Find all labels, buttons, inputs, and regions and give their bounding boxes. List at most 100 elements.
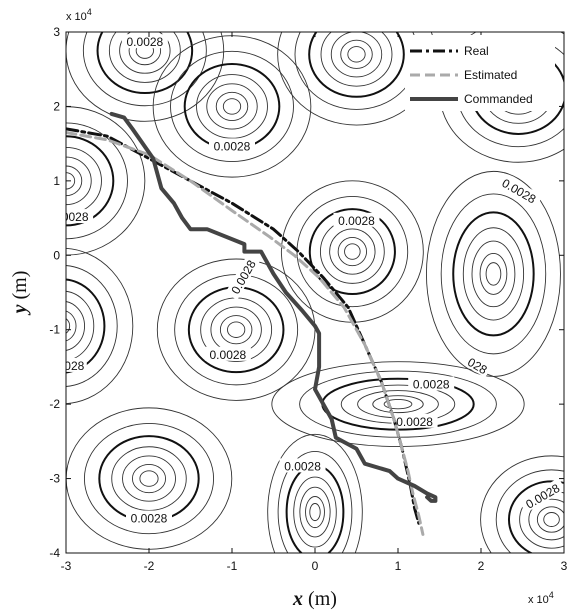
contour-label: 028: [64, 359, 84, 373]
contour-ring: [536, 506, 564, 533]
y-tick-label: -3: [49, 472, 60, 486]
contour-ring: [308, 32, 405, 98]
contour-label-bg: [121, 34, 168, 49]
trajectory-series: [66, 111, 438, 536]
contour-label-bg: [463, 352, 493, 378]
contour-ring: [293, 476, 337, 548]
contour-ring: [452, 211, 535, 337]
contour-ring: [299, 370, 497, 438]
contour-ring: [119, 32, 171, 74]
contour-label-group: 0.0028: [333, 212, 380, 228]
contour-ring: [344, 243, 361, 260]
contour-ring: [440, 193, 547, 355]
contour-label-bg: [391, 413, 438, 428]
contour-ring: [347, 46, 366, 63]
contour-label-group: 0.0028: [204, 346, 251, 362]
contour-ring: [479, 252, 508, 295]
contour-ring: [66, 265, 118, 387]
y-tick-label: 1: [53, 174, 60, 188]
contour-ring: [308, 208, 396, 295]
contour-label-bg: [518, 477, 564, 514]
contour-label-bg: [279, 458, 326, 473]
contour-ring: [222, 98, 242, 115]
contour-label-group: 0.0028: [279, 458, 326, 473]
y-axis-label: y (m): [9, 271, 31, 316]
contour-label-group: 028: [64, 357, 87, 373]
contour-label: 0.0028: [284, 459, 321, 473]
contour-label: 0.0028: [214, 139, 251, 153]
y-tick-label: -1: [49, 323, 60, 337]
contour-label-bg: [408, 376, 455, 391]
series-line-estimated: [66, 131, 425, 536]
contour-label-bg: [209, 138, 255, 153]
contour-label-group: 0.0028: [126, 510, 172, 526]
contour-ring: [462, 227, 525, 321]
y-tick-label: -2: [49, 397, 60, 411]
y-tick-label: 3: [53, 25, 60, 39]
x-axis-label: x (m): [292, 588, 337, 610]
contour-ring: [309, 503, 321, 522]
contour-label: 0.0028: [396, 415, 433, 429]
contour-ring: [122, 455, 176, 502]
contour-ring: [271, 361, 525, 448]
contour-ring: [66, 147, 102, 215]
contour-ring: [131, 463, 167, 494]
contour-ring: [383, 399, 413, 410]
contour-ring: [277, 450, 353, 553]
contour-label-bg: [126, 510, 172, 525]
legend-label-estimated: Estimated: [464, 68, 517, 82]
y-tick-label: -4: [49, 546, 60, 560]
contour-label-group: 0.0028: [408, 376, 455, 392]
contour-label: 0.0028: [413, 378, 450, 392]
contour-label-group: 0.0028: [52, 209, 94, 224]
contour-ring: [66, 165, 83, 197]
contour-label-bg: [204, 346, 251, 361]
contour-ring: [82, 32, 207, 107]
x-tick-label: -2: [144, 559, 155, 573]
contour-ring: [66, 278, 106, 374]
x-tick-label: -3: [61, 559, 72, 573]
contour-ring: [227, 321, 246, 338]
contour-ring: [267, 433, 363, 553]
contour-label-bg: [333, 212, 380, 227]
contour-ring: [206, 83, 258, 130]
contour-ring: [66, 310, 77, 342]
contour-ring: [372, 395, 424, 414]
legend-label-real: Real: [464, 44, 489, 58]
contour-ring: [66, 247, 134, 405]
contour-ring: [66, 290, 95, 362]
contour-ring: [66, 156, 92, 206]
contour-ring: [480, 455, 564, 553]
contour-ring: [170, 50, 294, 163]
x-tick-label: 0: [312, 559, 319, 573]
contour-ring: [66, 318, 71, 334]
contour-label: 0.0028: [209, 348, 246, 362]
x-axis-multiplier: x 104: [528, 590, 554, 606]
contour-ring: [305, 496, 325, 529]
contour-label-group: 0.0028: [391, 413, 438, 429]
legend-label-commanded: Commanded: [464, 92, 533, 106]
contour-ring: [340, 39, 373, 69]
y-tick-label: 2: [53, 99, 60, 113]
contour-label-bg: [66, 209, 94, 224]
contour-ring: [66, 122, 128, 240]
contour-label-bg: [66, 357, 87, 372]
contour-ring: [330, 32, 383, 78]
contour-ring: [337, 236, 367, 267]
contour-label: 0.0028: [338, 214, 375, 228]
contour-ring: [108, 32, 181, 83]
contour-ring: [528, 498, 564, 541]
contour-ring: [66, 172, 76, 190]
contour-label-bg: [225, 253, 261, 301]
contour-label-group: 0.0028: [209, 138, 255, 153]
contour-label: 0.0028: [52, 210, 89, 224]
contour-ring: [495, 469, 564, 553]
contour-ring: [196, 74, 268, 139]
contour-ring: [66, 301, 86, 351]
contour-ring: [320, 32, 393, 87]
y-axis-multiplier: x 104: [66, 7, 92, 23]
series-line-commanded: [109, 111, 438, 503]
contour-ring: [219, 315, 253, 345]
